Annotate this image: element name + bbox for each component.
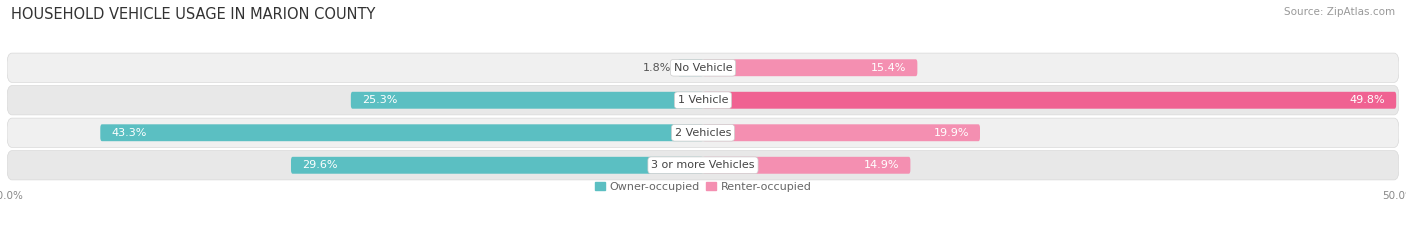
- Legend: Owner-occupied, Renter-occupied: Owner-occupied, Renter-occupied: [595, 182, 811, 192]
- FancyBboxPatch shape: [703, 92, 1396, 109]
- FancyBboxPatch shape: [352, 92, 703, 109]
- Text: 1 Vehicle: 1 Vehicle: [678, 95, 728, 105]
- FancyBboxPatch shape: [678, 59, 703, 76]
- FancyBboxPatch shape: [7, 118, 1399, 147]
- FancyBboxPatch shape: [703, 124, 980, 141]
- FancyBboxPatch shape: [703, 157, 911, 174]
- Text: 1.8%: 1.8%: [643, 63, 671, 73]
- Text: Source: ZipAtlas.com: Source: ZipAtlas.com: [1284, 7, 1395, 17]
- Text: No Vehicle: No Vehicle: [673, 63, 733, 73]
- FancyBboxPatch shape: [100, 124, 703, 141]
- FancyBboxPatch shape: [291, 157, 703, 174]
- Text: HOUSEHOLD VEHICLE USAGE IN MARION COUNTY: HOUSEHOLD VEHICLE USAGE IN MARION COUNTY: [11, 7, 375, 22]
- FancyBboxPatch shape: [7, 86, 1399, 115]
- FancyBboxPatch shape: [7, 151, 1399, 180]
- FancyBboxPatch shape: [703, 59, 917, 76]
- Text: 43.3%: 43.3%: [111, 128, 146, 138]
- Text: 49.8%: 49.8%: [1350, 95, 1385, 105]
- Text: 3 or more Vehicles: 3 or more Vehicles: [651, 160, 755, 170]
- Text: 14.9%: 14.9%: [863, 160, 900, 170]
- Text: 29.6%: 29.6%: [302, 160, 337, 170]
- Text: 25.3%: 25.3%: [361, 95, 398, 105]
- FancyBboxPatch shape: [7, 53, 1399, 82]
- Text: 2 Vehicles: 2 Vehicles: [675, 128, 731, 138]
- Text: 19.9%: 19.9%: [934, 128, 969, 138]
- Text: 15.4%: 15.4%: [870, 63, 907, 73]
